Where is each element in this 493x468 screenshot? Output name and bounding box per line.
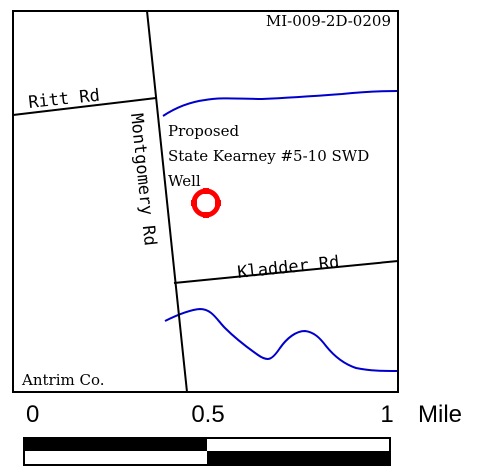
ritt-road-line [12,97,157,116]
well-label-line2: State Kearney #5-10 SWD [168,147,369,165]
map-frame [12,10,399,393]
stream-north [162,90,398,117]
scale-tick-0: 0 [26,401,39,428]
map-id-label: MI-009-2D-0209 [266,12,391,30]
scale-bar [23,437,391,466]
well-location-icon [191,188,221,218]
scale-tick-half: 0.5 [191,401,224,428]
scale-unit-label: Mile [418,401,462,428]
montgomery-road-line [146,10,188,393]
stream-south [164,307,398,372]
scale-tick-1: 1 [380,401,393,428]
well-label-line1: Proposed [168,122,240,140]
scale-bar-segment-top-left [24,438,207,451]
county-label: Antrim Co. [21,371,105,389]
kladder-road-line [173,260,399,284]
well-label-line3: Well [168,172,201,190]
scale-bar-segment-bottom-right [207,451,390,465]
